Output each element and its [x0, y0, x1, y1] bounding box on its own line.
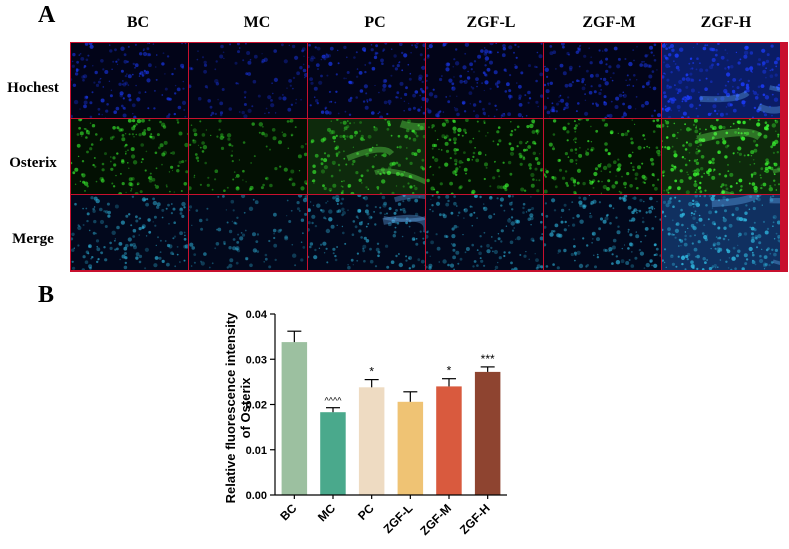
micrograph-image: [544, 195, 661, 270]
micrograph-merge-zgf-h: [662, 195, 780, 270]
row-label-merge: Merge: [12, 231, 54, 247]
y-tick-label: 0.01: [246, 445, 267, 457]
micrograph-image: [662, 119, 780, 194]
panel-b-letter: B: [38, 282, 55, 308]
column-label-zgf-l: ZGF-L: [466, 14, 516, 31]
micrograph-image: [189, 119, 307, 194]
panel-a-letter: A: [38, 2, 56, 28]
chart-svg: Relative fluorescence intensity of Oster…: [223, 309, 507, 538]
bar-mc: [320, 412, 346, 495]
x-tick-label: ZGF-M: [417, 501, 454, 538]
y-tick-label: 0.00: [246, 490, 267, 502]
micrograph-image: [308, 119, 425, 194]
micrograph-hochest-zgf-h: [662, 43, 780, 118]
significance-annotation: ^^^^: [325, 396, 343, 406]
micrograph-image: [544, 119, 661, 194]
bar-zgf-l: [397, 401, 424, 495]
micrograph-image: [426, 119, 543, 194]
micrograph-image: [189, 195, 307, 270]
x-tick-label: ZGF-H: [457, 501, 493, 537]
micrograph-merge-zgf-l: [426, 195, 543, 270]
y-tick-label: 0.02: [246, 400, 267, 412]
micrograph-hochest-mc: [189, 43, 307, 118]
row-label-hochest: Hochest: [7, 80, 59, 96]
column-label-zgf-m: ZGF-M: [582, 14, 636, 31]
y-axis-label-line-1: Relative fluorescence intensity: [223, 312, 238, 504]
column-label-bc: BC: [126, 14, 150, 31]
column-label-zgf-h: ZGF-H: [700, 14, 752, 31]
column-label-pc: PC: [364, 14, 386, 31]
micrograph-osterix-zgf-l: [426, 119, 543, 194]
y-axis-label: Relative fluorescence intensity of Oster…: [223, 312, 253, 504]
micrograph-image: [71, 119, 188, 194]
micrograph-merge-pc: [308, 195, 425, 270]
micrograph-hochest-zgf-m: [544, 43, 661, 118]
micrograph-image: [71, 195, 188, 270]
micrograph-hochest-bc: [71, 43, 188, 118]
x-tick-label: PC: [355, 501, 377, 523]
micrograph-image: [426, 43, 543, 118]
micrograph-image: [71, 43, 188, 118]
micrograph-merge-mc: [189, 195, 307, 270]
micrograph-osterix-bc: [71, 119, 188, 194]
micrograph-image: [662, 195, 780, 270]
y-tick-label: 0.03: [246, 354, 267, 366]
y-tick-label: 0.04: [246, 309, 268, 321]
micrograph-osterix-zgf-h: [662, 119, 780, 194]
micrograph-image: [544, 43, 661, 118]
micrograph-osterix-mc: [189, 119, 307, 194]
x-tick-label: BC: [277, 501, 299, 523]
micrograph-image: [426, 195, 543, 270]
row-label-osterix: Osterix: [9, 155, 57, 171]
micrograph-osterix-zgf-m: [544, 119, 661, 194]
micrograph-osterix-pc: [308, 119, 425, 194]
micrograph-image: [308, 195, 425, 270]
y-axis-ticks: 0.00 0.01 0.02 0.03 0.04: [246, 309, 275, 502]
osterix-bar-chart: Relative fluorescence intensity of Oster…: [215, 282, 515, 544]
y-axis-label-line-2: of Osterix: [238, 377, 253, 438]
bar-zgf-h: [474, 371, 501, 495]
bar-bc: [281, 342, 308, 495]
significance-annotation: ***: [481, 352, 495, 366]
micrograph-image: [662, 43, 780, 118]
micrograph-hochest-pc: [308, 43, 425, 118]
x-tick-label: ZGF-L: [381, 501, 416, 536]
x-tick-label: MC: [315, 501, 338, 524]
micrograph-image: [308, 43, 425, 118]
micrograph-merge-bc: [71, 195, 188, 270]
column-label-mc: MC: [243, 14, 271, 31]
bar-pc: [358, 387, 385, 495]
x-axis-ticks: BC MC PC ZGF-L ZGF-M ZGF-H: [277, 495, 493, 538]
micrograph-grid: [70, 42, 788, 272]
bar-zgf-m: [436, 386, 462, 495]
micrograph-hochest-zgf-l: [426, 43, 543, 118]
significance-annotation: *: [369, 365, 374, 379]
bars: ^^^^* ****: [281, 330, 501, 495]
micrograph-image: [189, 43, 307, 118]
significance-annotation: *: [447, 364, 452, 378]
micrograph-merge-zgf-m: [544, 195, 661, 270]
